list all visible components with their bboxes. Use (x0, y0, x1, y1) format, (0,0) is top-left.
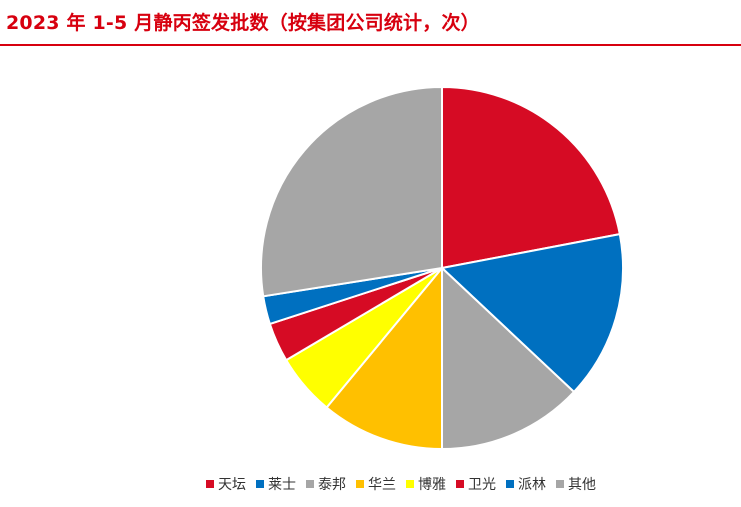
chart-legend: 天坛 莱士 泰邦 华兰 博雅 卫光 派林 其他 (206, 474, 596, 494)
pie-slice-1 (441, 86, 621, 269)
legend-item: 华兰 (356, 474, 396, 494)
legend-item: 泰邦 (306, 474, 346, 494)
legend-item: 卫光 (456, 474, 496, 494)
legend-label: 卫光 (468, 477, 496, 493)
legend-swatch (206, 480, 214, 488)
pie-slice-2 (441, 233, 624, 393)
legend-swatch (406, 480, 414, 488)
legend-label: 其他 (568, 477, 596, 493)
title-divider (0, 44, 741, 46)
chart-title: 2023 年 1-5 月静丙签发批数（按集团公司统计，次） (6, 12, 480, 34)
legend-swatch (356, 480, 364, 488)
legend-item: 其他 (556, 474, 596, 494)
legend-swatch (456, 480, 464, 488)
pie-slice-3 (441, 267, 575, 450)
legend-label: 派林 (518, 477, 546, 493)
legend-item: 博雅 (406, 474, 446, 494)
legend-swatch (556, 480, 564, 488)
legend-swatch (306, 480, 314, 488)
legend-label: 天坛 (218, 477, 246, 493)
legend-label: 华兰 (368, 477, 396, 493)
legend-label: 泰邦 (318, 477, 346, 493)
legend-swatch (256, 480, 264, 488)
legend-label: 博雅 (418, 477, 446, 493)
legend-item: 天坛 (206, 474, 246, 494)
pie-slice-4 (325, 267, 443, 450)
legend-label: 莱士 (268, 477, 296, 493)
pie-slice-8 (260, 86, 443, 298)
legend-item: 莱士 (256, 474, 296, 494)
legend-swatch (506, 480, 514, 488)
legend-item: 派林 (506, 474, 546, 494)
